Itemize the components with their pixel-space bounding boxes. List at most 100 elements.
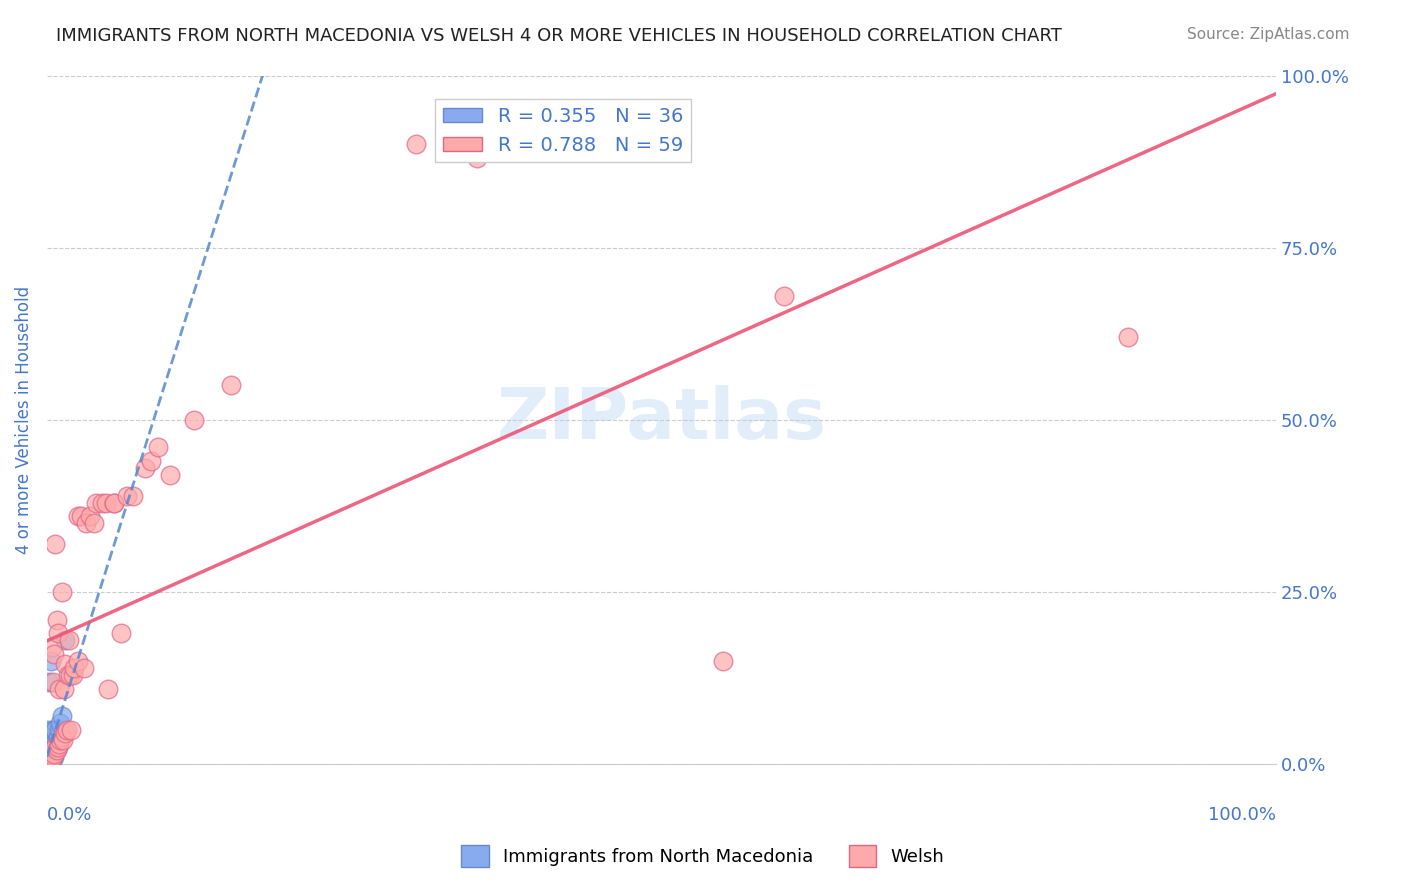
Point [46,730,69,744]
Point [37,754,59,768]
Point [45,743,67,757]
Point [62,667,84,681]
Point [711,654,734,668]
Text: Source: ZipAtlas.com: Source: ZipAtlas.com [1187,27,1350,42]
Point [84,495,107,509]
Point [405,137,427,152]
Point [134,461,156,475]
Point [66,509,89,524]
Point [51,709,73,723]
Point [41,750,63,764]
Point [39,750,62,764]
Point [63,661,86,675]
Point [41,640,63,655]
Point [53,681,76,696]
Point [53,726,76,740]
Point [38,754,60,768]
Point [51,585,73,599]
Point [45,737,67,751]
Point [37,740,59,755]
Point [44,750,66,764]
Point [58,633,80,648]
Point [38,737,60,751]
Point [49,715,72,730]
Point [53,633,76,648]
Point [94,495,117,509]
Point [39,654,62,668]
Point [37,737,59,751]
Point [73,661,96,675]
Point [41,730,63,744]
Point [39,743,62,757]
Point [38,750,60,764]
Y-axis label: 4 or more Vehicles in Household: 4 or more Vehicles in Household [15,285,32,554]
Point [55,723,77,737]
Point [1118,330,1140,344]
Point [52,733,75,747]
Point [44,747,66,761]
Point [37,743,59,757]
Text: 0.0%: 0.0% [46,805,93,823]
Point [39,754,62,768]
Point [44,737,66,751]
Legend: R = 0.355   N = 36, R = 0.788   N = 59: R = 0.355 N = 36, R = 0.788 N = 59 [436,99,690,162]
Point [39,737,62,751]
Point [44,537,66,551]
Point [66,654,89,668]
Point [70,509,93,524]
Text: ZIPatlas: ZIPatlas [496,385,827,454]
Point [56,667,79,681]
Point [38,674,60,689]
Point [59,667,82,681]
Point [51,730,73,744]
Point [773,289,796,303]
Text: IMMIGRANTS FROM NORTH MACEDONIA VS WELSH 4 OR MORE VEHICLES IN HOUSEHOLD CORRELA: IMMIGRANTS FROM NORTH MACEDONIA VS WELSH… [56,27,1062,45]
Point [46,740,69,755]
Point [146,441,169,455]
Point [110,626,132,640]
Point [45,613,67,627]
Point [53,657,76,672]
Point [103,495,125,509]
Point [44,647,66,661]
Point [38,723,60,737]
Point [42,750,65,764]
Point [49,733,72,747]
Point [42,743,65,757]
Point [41,754,63,768]
Point [103,495,125,509]
Text: 100.0%: 100.0% [1208,805,1277,823]
Point [122,489,145,503]
Point [44,740,66,755]
Point [60,723,83,737]
Point [39,747,62,761]
Point [37,747,59,761]
Point [183,413,205,427]
Point [42,674,65,689]
Point [48,723,70,737]
Point [37,750,59,764]
Point [97,681,120,696]
Legend: Immigrants from North Macedonia, Welsh: Immigrants from North Macedonia, Welsh [454,838,952,874]
Point [38,747,60,761]
Point [79,509,101,524]
Point [46,626,69,640]
Point [219,378,242,392]
Point [37,757,59,772]
Point [91,495,114,509]
Point [75,516,97,531]
Point [42,750,65,764]
Point [42,723,65,737]
Point [141,454,163,468]
Point [39,754,62,768]
Point [38,743,60,757]
Point [465,151,488,165]
Point [41,743,63,757]
Point [44,723,66,737]
Point [159,468,181,483]
Point [44,743,66,757]
Point [48,737,70,751]
Point [48,681,70,696]
Point [115,489,138,503]
Point [37,754,59,768]
